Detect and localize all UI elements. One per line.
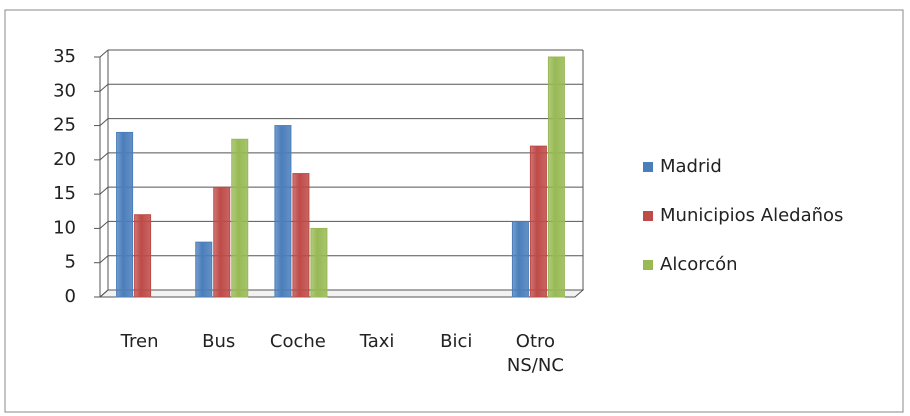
x-tick-label: Bus <box>202 331 236 352</box>
y-tick-label: 30 <box>53 80 76 101</box>
grid-line <box>99 186 109 195</box>
x-tick-label: Taxi <box>359 331 395 352</box>
y-tick-label: 20 <box>53 149 76 170</box>
bar <box>292 173 310 298</box>
bar <box>213 186 231 298</box>
grid-line <box>99 289 109 298</box>
bar <box>511 221 529 298</box>
bar <box>116 131 134 298</box>
bar <box>310 227 328 298</box>
y-tick-label: 10 <box>53 217 76 238</box>
x-tick-label: Otro NS/NC <box>506 331 564 376</box>
grid-line <box>99 255 109 264</box>
bar <box>231 138 249 298</box>
grid-line <box>99 118 109 126</box>
legend-label: Madrid <box>660 156 722 177</box>
x-tick-label: Tren <box>120 331 159 352</box>
bar <box>547 56 565 298</box>
floor <box>98 289 585 298</box>
bar <box>195 241 213 298</box>
legend-swatch <box>643 162 653 172</box>
bar <box>274 125 292 298</box>
grid-line <box>99 221 109 229</box>
grid-line <box>99 83 109 92</box>
x-tick-label: Bici <box>440 331 473 352</box>
y-tick-label: 0 <box>65 286 76 307</box>
legend-swatch <box>643 260 653 270</box>
y-tick-label: 35 <box>53 46 76 67</box>
x-tick-label: Coche <box>269 331 326 352</box>
grid-line <box>99 152 109 161</box>
bar <box>529 145 547 298</box>
legend-swatch <box>643 211 653 221</box>
legend-label: Municipios Aledaños <box>660 205 843 226</box>
legend-label: Alcorcón <box>660 254 738 275</box>
chart-border <box>4 9 904 413</box>
bar <box>134 214 152 298</box>
y-tick-label: 25 <box>53 115 76 136</box>
y-tick-label: 15 <box>53 183 76 204</box>
y-tick-label: 5 <box>65 252 76 273</box>
grid-line <box>99 49 109 58</box>
